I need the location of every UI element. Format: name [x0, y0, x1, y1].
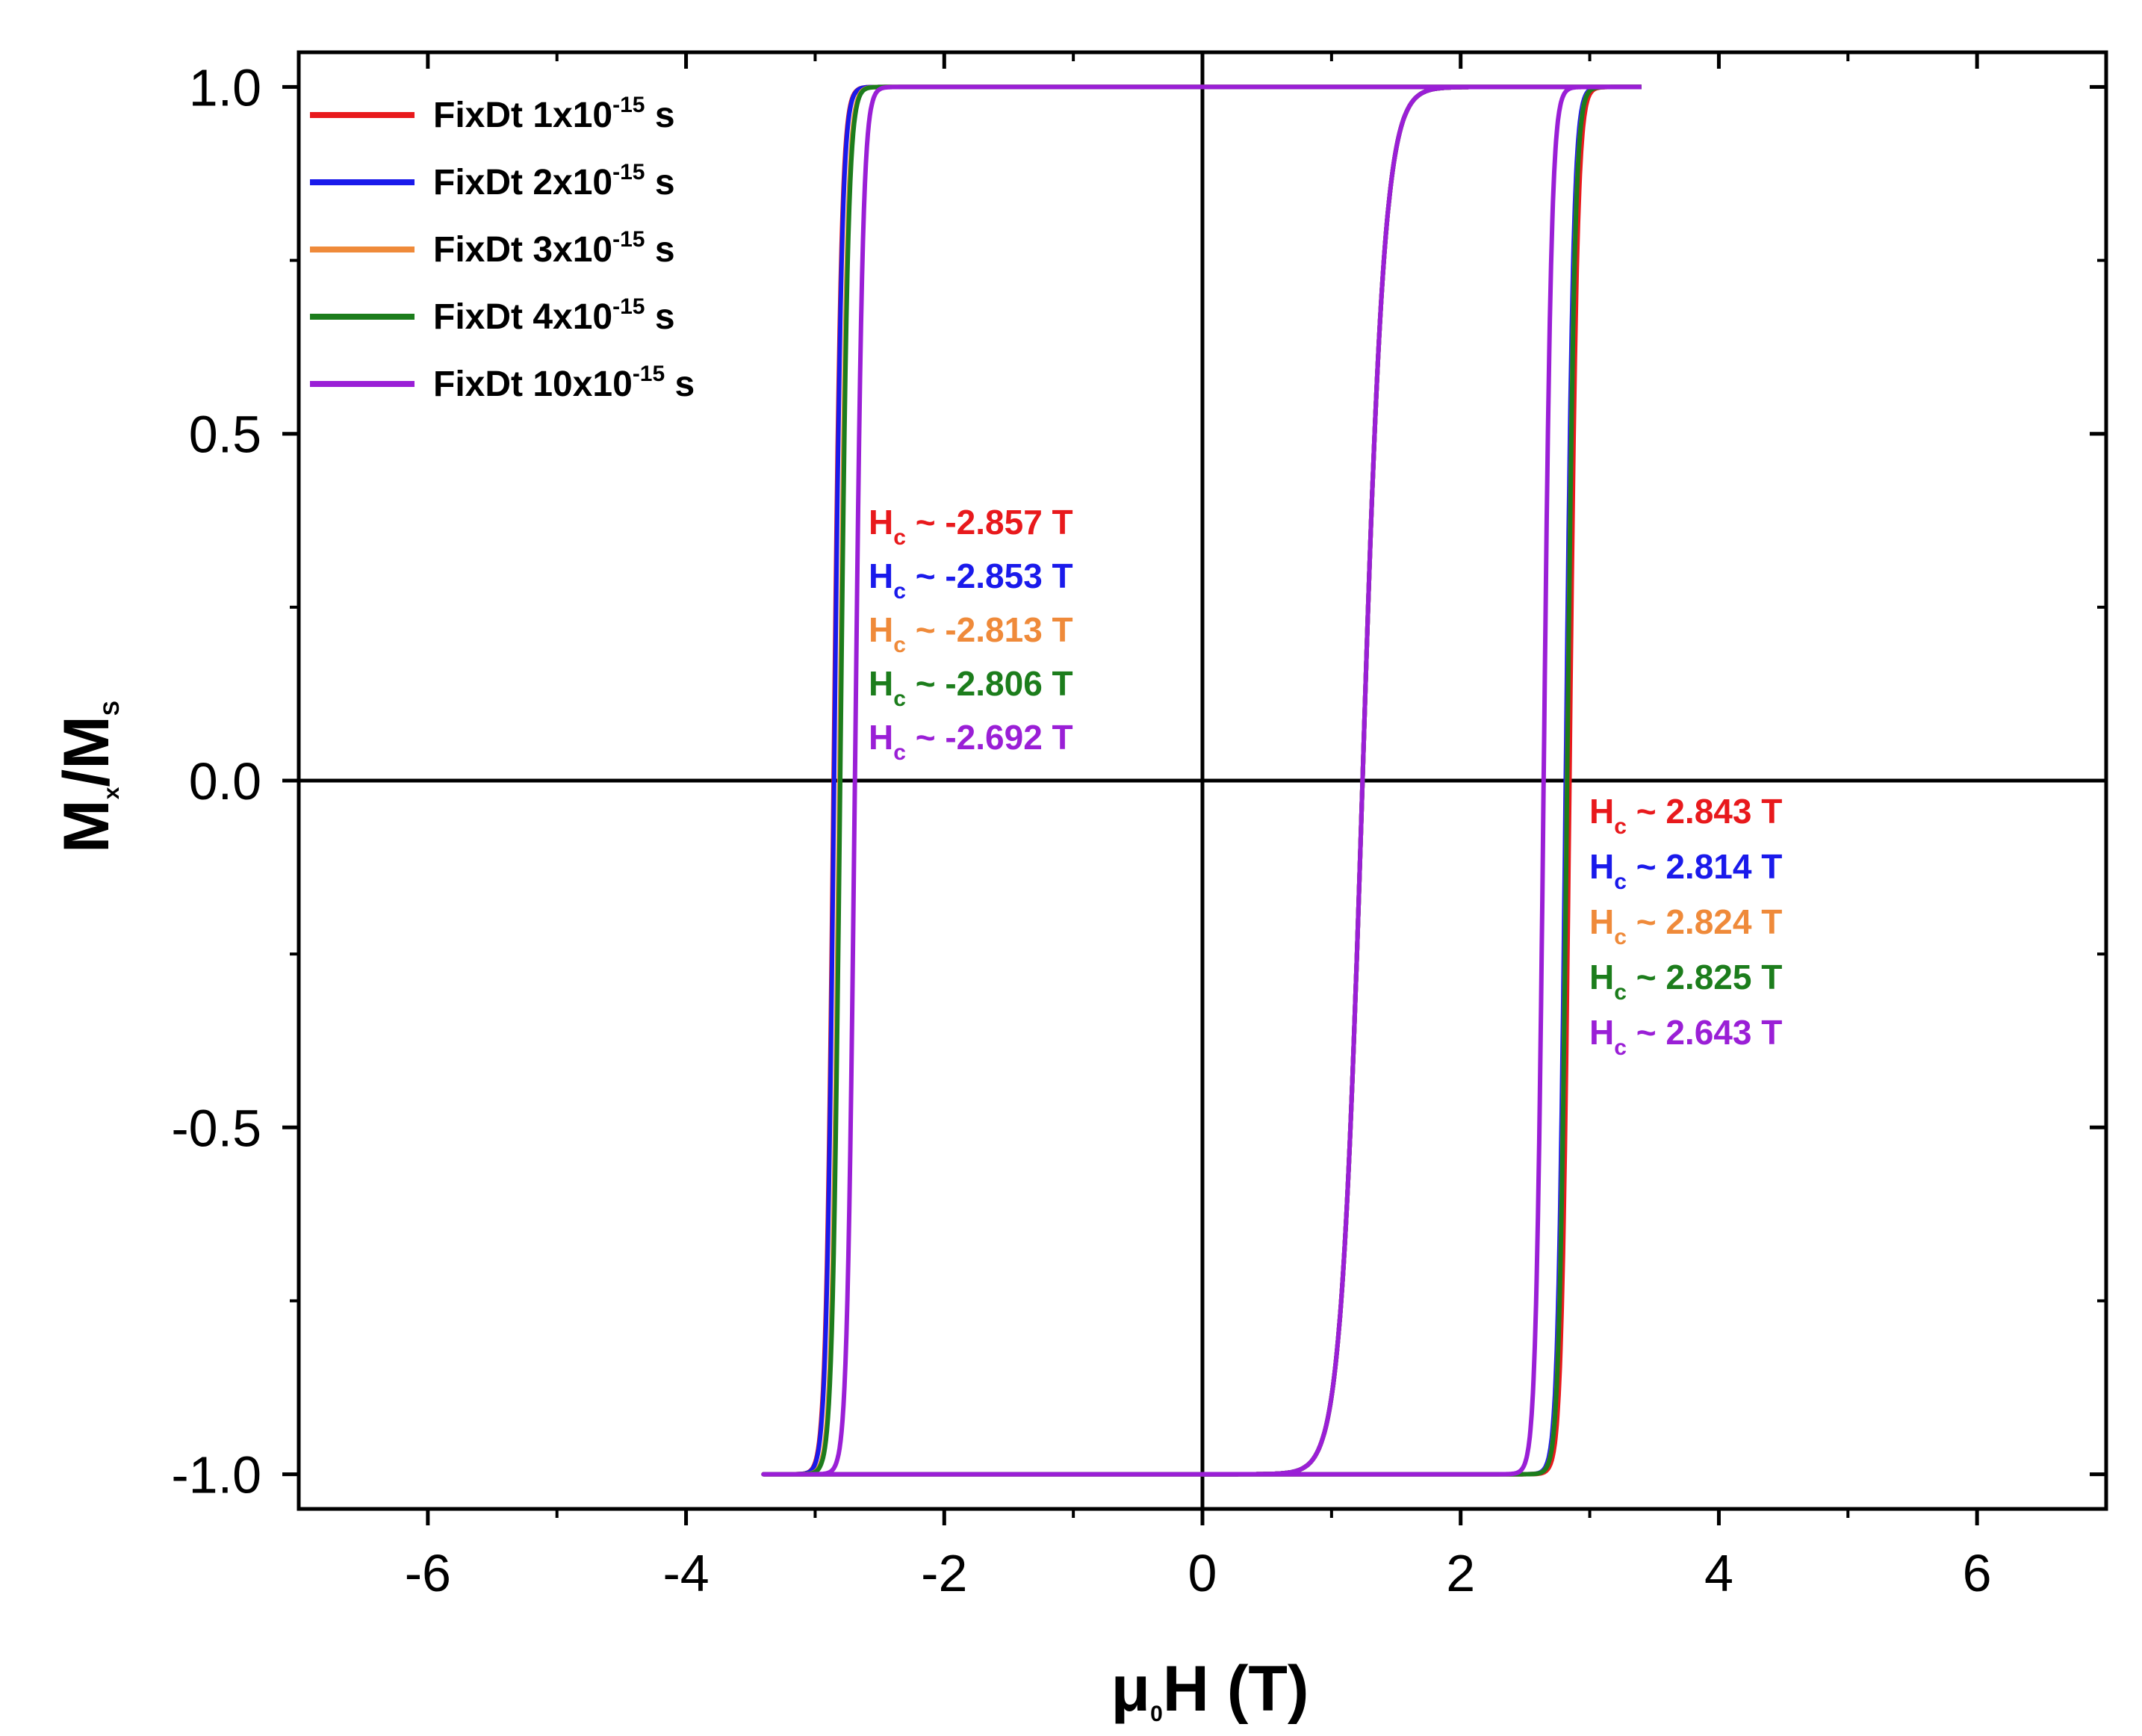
tick-labels: -6 -4 -2 0 2 4 6 -1.0 -0.5 0.0 0.5 1.0 [171, 58, 1991, 1602]
legend-label-4: FixDt 4x10-15 s [433, 294, 675, 337]
x-tick-label: 6 [1963, 1544, 1992, 1602]
hc-negative-label-3: Hc ~ -2.813 T [869, 610, 1073, 657]
x-tick-label: 4 [1704, 1544, 1733, 1602]
y-tick-label: -0.5 [171, 1099, 261, 1157]
hc-positive-label-1: Hc ~ 2.843 T [1589, 792, 1782, 839]
hc-negative-label-5: Hc ~ -2.692 T [869, 718, 1073, 765]
hc-negative-label-2: Hc ~ -2.853 T [869, 557, 1073, 604]
tick-marks [282, 52, 2106, 1525]
hc-negative-label-1: Hc ~ -2.857 T [869, 503, 1073, 550]
x-tick-label: 0 [1188, 1544, 1217, 1602]
x-axis-title: μ0H (T) [1111, 1653, 1309, 1726]
x-tick-label: -4 [662, 1544, 709, 1602]
hc-positive-label-5: Hc ~ 2.643 T [1589, 1013, 1782, 1060]
y-tick-label: 0.5 [189, 406, 261, 464]
series-line-5 [761, 84, 1643, 1477]
legend-label-1: FixDt 1x10-15 s [433, 93, 675, 135]
legend-label-5: FixDt 10x10-15 s [433, 362, 695, 404]
x-tick-label: -2 [921, 1544, 967, 1602]
coercivity-annotations: Hc ~ -2.857 T Hc ~ 2.843 T Hc ~ -2.853 T Hc… [869, 503, 1782, 1060]
series-line-5-outer-branch [1200, 84, 1643, 1477]
hc-positive-label-4: Hc ~ 2.825 T [1589, 958, 1782, 1005]
y-axis-title: Mx/MS [51, 701, 124, 853]
legend-label-3: FixDt 3x10-15 s [433, 227, 675, 270]
y-tick-label: -1.0 [171, 1446, 261, 1504]
legend-label-2: FixDt 2x10-15 s [433, 160, 675, 202]
x-tick-label: -6 [405, 1544, 451, 1602]
series-layer [761, 84, 1643, 1477]
legend: FixDt 1x10-15 s FixDt 2x10-15 s FixDt 3x10… [310, 93, 695, 404]
x-tick-label: 2 [1446, 1544, 1475, 1602]
hc-positive-label-2: Hc ~ 2.814 T [1589, 847, 1782, 894]
zero-lines [299, 52, 2106, 1509]
hc-positive-label-3: Hc ~ 2.824 T [1589, 902, 1782, 949]
y-tick-label: 0.0 [189, 752, 261, 810]
hc-negative-label-4: Hc ~ -2.806 T [869, 664, 1073, 711]
y-tick-label: 1.0 [189, 58, 261, 117]
